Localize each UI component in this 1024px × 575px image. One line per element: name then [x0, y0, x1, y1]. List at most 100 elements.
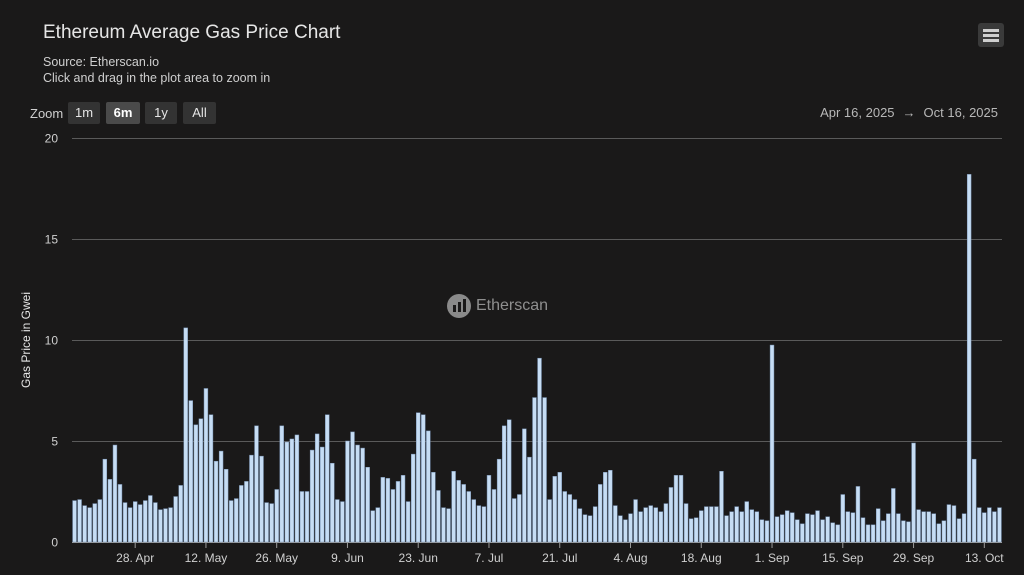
range-from[interactable]: Apr 16, 2025	[820, 105, 895, 120]
bar	[931, 513, 936, 543]
bar	[699, 510, 704, 543]
bar	[987, 507, 992, 543]
bar	[360, 447, 365, 543]
chart-subtitle: Source: Etherscan.io Click and drag in t…	[43, 55, 270, 86]
bar	[153, 502, 158, 543]
range-arrow-icon: →	[902, 105, 916, 120]
etherscan-watermark: Etherscan	[447, 294, 548, 318]
bar	[653, 507, 658, 543]
bar	[481, 506, 487, 543]
bar	[239, 485, 244, 543]
bar	[840, 494, 845, 543]
bar	[158, 509, 163, 543]
bar	[138, 504, 143, 543]
etherscan-logo-icon	[447, 294, 471, 318]
y-tick-label: 0	[51, 536, 58, 550]
bar	[284, 441, 289, 543]
bar	[112, 444, 118, 543]
x-tick-label: 4. Aug	[613, 551, 647, 565]
bar	[855, 486, 861, 543]
bar	[426, 430, 431, 543]
bar	[335, 499, 340, 543]
bar	[218, 450, 224, 543]
bar	[325, 414, 330, 543]
bar	[946, 504, 952, 543]
y-tick-label: 20	[45, 132, 59, 146]
chart-title: Ethereum Average Gas Price Chart	[43, 22, 341, 43]
bar	[451, 471, 456, 543]
bar	[517, 494, 522, 543]
bar	[749, 509, 754, 543]
bar	[259, 455, 264, 543]
bar	[592, 506, 598, 543]
bar	[365, 467, 370, 543]
bar	[431, 472, 436, 543]
menu-line	[983, 29, 999, 32]
bar	[491, 489, 497, 543]
bar	[673, 475, 679, 543]
source-text: Source: Etherscan.io	[43, 55, 160, 69]
bar	[582, 514, 588, 543]
bar	[704, 506, 709, 543]
bar	[901, 520, 906, 543]
bar	[678, 475, 684, 543]
bar	[951, 505, 957, 543]
bar	[734, 506, 739, 543]
bar	[522, 428, 527, 543]
bar	[148, 495, 153, 543]
bar	[992, 511, 997, 543]
bar	[774, 516, 780, 543]
bar	[643, 507, 648, 543]
zoom-1m-button[interactable]: 1m	[68, 102, 100, 124]
bar	[587, 515, 593, 543]
bar	[375, 507, 380, 543]
bar	[507, 419, 512, 543]
bar	[178, 485, 183, 543]
bar	[133, 501, 138, 543]
date-range: Apr 16, 2025 → Oct 16, 2025	[820, 105, 998, 120]
bar	[936, 523, 941, 543]
hamburger-menu-icon[interactable]	[978, 23, 1004, 47]
bar	[552, 476, 557, 543]
bar	[512, 498, 517, 543]
bar	[896, 513, 901, 543]
bar	[102, 458, 108, 543]
bar	[623, 519, 628, 543]
bar	[350, 431, 355, 543]
bar	[274, 489, 279, 543]
bar	[628, 513, 633, 543]
bar	[805, 513, 810, 543]
bar	[997, 507, 1002, 543]
bar	[906, 521, 911, 543]
bar	[815, 510, 820, 543]
bar	[911, 442, 916, 543]
bar	[683, 503, 689, 543]
bar	[279, 425, 284, 543]
y-tick-label: 15	[45, 233, 59, 247]
bar	[198, 418, 204, 543]
x-tick-label: 28. Apr	[116, 551, 154, 565]
bar	[537, 357, 542, 543]
bar	[340, 501, 345, 543]
bar	[244, 481, 249, 543]
zoom-1y-button[interactable]: 1y	[145, 102, 177, 124]
bar	[223, 469, 229, 543]
bar	[264, 502, 269, 543]
bar	[744, 501, 749, 543]
x-tick-label: 13. Oct	[965, 551, 1004, 565]
zoom-all-button[interactable]: All	[183, 102, 216, 124]
bar	[234, 498, 239, 543]
bar	[764, 520, 770, 543]
bar	[193, 424, 199, 543]
bar	[72, 500, 77, 543]
bar	[168, 507, 173, 543]
range-to[interactable]: Oct 16, 2025	[923, 105, 998, 120]
bar	[421, 414, 426, 543]
bar	[143, 500, 148, 543]
bar	[527, 456, 532, 543]
bar	[486, 475, 492, 543]
x-tick-label: 12. May	[185, 551, 228, 565]
bar	[714, 506, 719, 543]
zoom-6m-button[interactable]: 6m	[106, 102, 140, 124]
